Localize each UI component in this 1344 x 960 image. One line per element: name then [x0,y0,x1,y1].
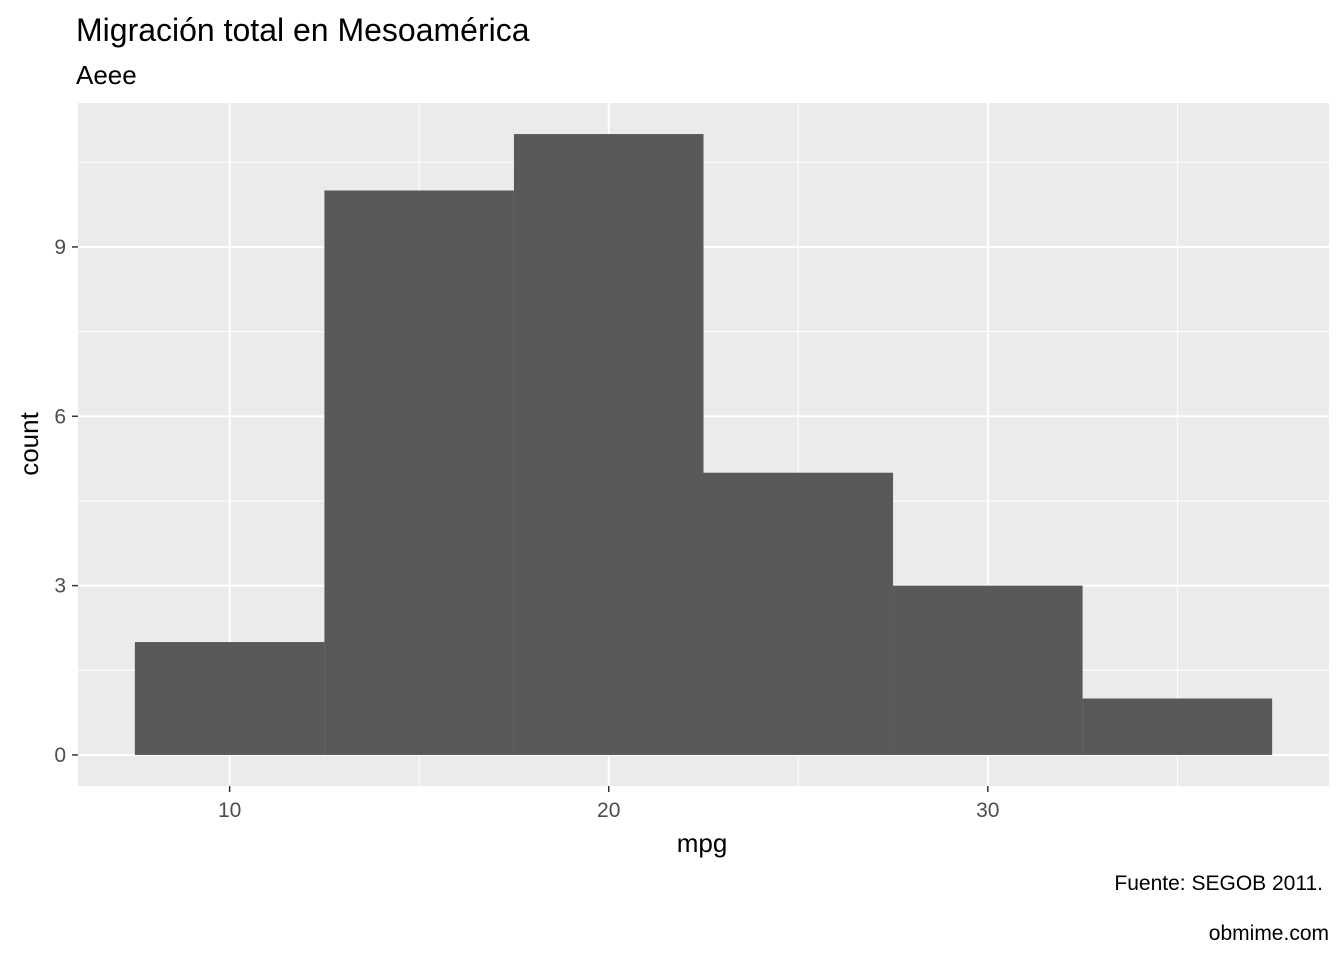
x-tick-label: 30 [976,799,999,822]
x-axis-title: mpg [677,828,728,858]
histogram-bar [324,190,514,755]
y-tick-label: 6 [54,405,66,428]
x-tick-label: 20 [597,799,620,822]
chart-subtitle: Aeee [76,60,137,90]
chart-credit: obmime.com [1209,922,1329,945]
histogram-bar [134,642,325,755]
y-axis-title: count [14,411,44,475]
histogram-bar [1082,698,1273,755]
x-axis: 10 20 30 [218,786,999,822]
histogram-bar [513,134,704,755]
y-tick-label: 9 [54,236,66,259]
y-axis: 0 3 6 9 [54,236,78,767]
x-tick-label: 10 [218,799,241,822]
histogram-bar [893,585,1083,755]
bars [134,134,1273,755]
y-tick-label: 3 [54,575,66,598]
chart-title: Migración total en Mesoamérica [76,12,530,48]
chart-caption: Fuente: SEGOB 2011. [1114,872,1323,895]
histogram-bar [703,472,894,755]
y-tick-label: 0 [54,744,66,767]
